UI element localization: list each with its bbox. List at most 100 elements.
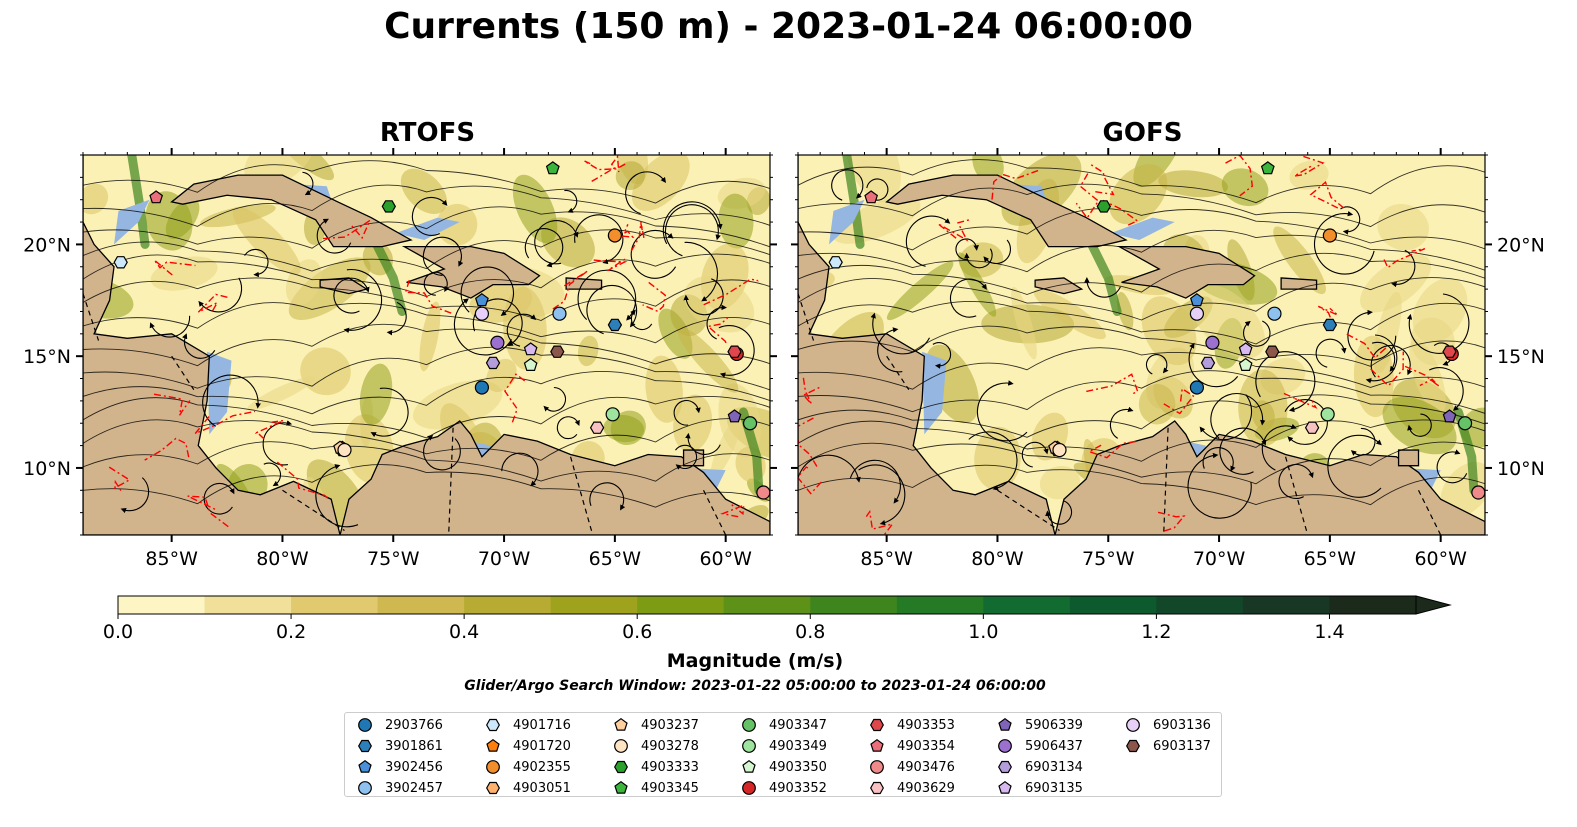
current-streamline [798, 419, 1485, 462]
legend-label: 6903136 [1153, 717, 1211, 733]
legend-marker-4903353 [870, 718, 884, 732]
colorbar-segment [464, 596, 552, 614]
legend-item-4903349: 4903349 [741, 736, 827, 756]
legend-item-4903347: 4903347 [741, 715, 827, 735]
drifter-track [1383, 248, 1426, 269]
legend-marker-4903237 [614, 717, 628, 731]
current-streamline [1243, 320, 1271, 347]
platform-marker-4903349 [1320, 407, 1335, 422]
current-streamline [1327, 434, 1382, 498]
current-streamline [1202, 447, 1236, 472]
platform-marker-3902456 [1189, 293, 1204, 307]
platform-marker-2903766 [474, 380, 490, 395]
colorbar-tick-label: 1.4 [1314, 621, 1344, 643]
current-streamline [955, 238, 979, 261]
platform-marker-4903347 [742, 416, 758, 431]
land-mass [1116, 245, 1256, 299]
current-streamline [315, 464, 359, 528]
legend-item-6903137: 6903137 [1125, 736, 1211, 756]
current-streamline [524, 228, 564, 268]
legend-label: 4903350 [769, 759, 827, 775]
colorbar-tick-label: 1.0 [968, 621, 998, 643]
current-streamline [564, 189, 578, 213]
current-streamline [630, 230, 677, 279]
current-streamline [302, 171, 314, 196]
legend-item-2903766: 2903766 [357, 715, 443, 735]
drifter-track [1086, 373, 1139, 395]
platform-marker-4902355 [607, 228, 622, 243]
lat-tick-label: 20°N [1497, 234, 1545, 256]
legend-label: 4903349 [769, 738, 827, 754]
legend-marker-4902355 [486, 760, 500, 774]
current-streamline [976, 380, 1028, 442]
current-streamline [83, 277, 770, 321]
drifter-track [322, 218, 372, 240]
drifter-track [404, 277, 452, 314]
legend-label: 4903278 [641, 738, 699, 754]
platform-marker-3901861 [1322, 318, 1338, 332]
legend-item-4901716: 4901716 [485, 715, 571, 735]
colorbar-tick-label: 0.4 [449, 621, 479, 643]
lat-tick-label: 10°N [23, 458, 71, 480]
lon-tick-label: 80°W [971, 548, 1024, 570]
drifter-track [108, 466, 131, 491]
current-streamline [83, 160, 770, 204]
legend-item-4903237: 4903237 [613, 715, 699, 735]
current-streamline [718, 325, 755, 378]
legend-label: 4902355 [513, 759, 571, 775]
current-streamline [1347, 309, 1397, 361]
map-frame [797, 154, 1486, 536]
colorbar-segment [1069, 596, 1157, 614]
platform-marker-4903347 [1457, 416, 1473, 431]
current-streamline [905, 215, 951, 267]
platform-marker-5906437 [490, 335, 505, 350]
lon-tick-label: 70°W [478, 548, 531, 570]
colorbar-segment [550, 596, 638, 614]
drifter-track [1163, 387, 1195, 415]
platform-marker-4903278 [337, 442, 352, 458]
current-streamline [1278, 463, 1314, 499]
legend-label: 4903353 [897, 717, 955, 733]
drifter-track [642, 281, 667, 313]
current-streamline [263, 462, 282, 487]
drifter-track [1370, 351, 1405, 387]
shallow-water-area [114, 199, 150, 245]
lon-tick-label: 65°W [1304, 548, 1357, 570]
legend-label: 4903476 [897, 759, 955, 775]
drifter-track [583, 160, 626, 171]
current-streamline [932, 342, 952, 369]
colorbar-segment [723, 596, 811, 614]
current-streamline [1187, 452, 1252, 519]
drifter-track [1075, 173, 1100, 220]
current-streamline [798, 229, 1485, 273]
legend-label: 4901720 [513, 738, 571, 754]
colorbar-segment [983, 596, 1071, 614]
legend-item-4903352: 4903352 [741, 778, 827, 798]
colorbar-segment [1242, 596, 1330, 614]
platform-marker-5906339 [727, 409, 742, 423]
current-streamline [423, 271, 450, 296]
map-frame [82, 154, 771, 536]
drifter-track [706, 316, 729, 344]
shallow-water-area [1110, 217, 1175, 240]
legend-label: 4901716 [513, 717, 571, 733]
shallow-water-area [207, 351, 232, 435]
legend-marker-4903352 [742, 781, 756, 795]
current-streamline [798, 208, 1485, 251]
current-streamline [798, 394, 1485, 438]
legend-marker-3902457 [358, 781, 372, 795]
platform-marker-3902457 [1267, 306, 1282, 321]
legend-marker-4903354 [870, 738, 884, 752]
current-streamline [534, 220, 579, 265]
colorbar: 0.0 0.2 0.4 0.6 0.8 1.0 1.2 1.4 [103, 595, 1452, 643]
platform-marker-6903134 [1200, 356, 1216, 370]
drifter-track [144, 437, 190, 461]
platform-marker-4903345 [1260, 161, 1275, 175]
current-streamline [625, 171, 667, 215]
current-streamline [673, 399, 701, 426]
colorbar-tick-label: 0.0 [103, 621, 133, 643]
drifter-track [802, 377, 821, 405]
legend-marker-4903051 [486, 781, 500, 795]
current-streamline [83, 206, 770, 249]
current-streamline [556, 416, 580, 440]
